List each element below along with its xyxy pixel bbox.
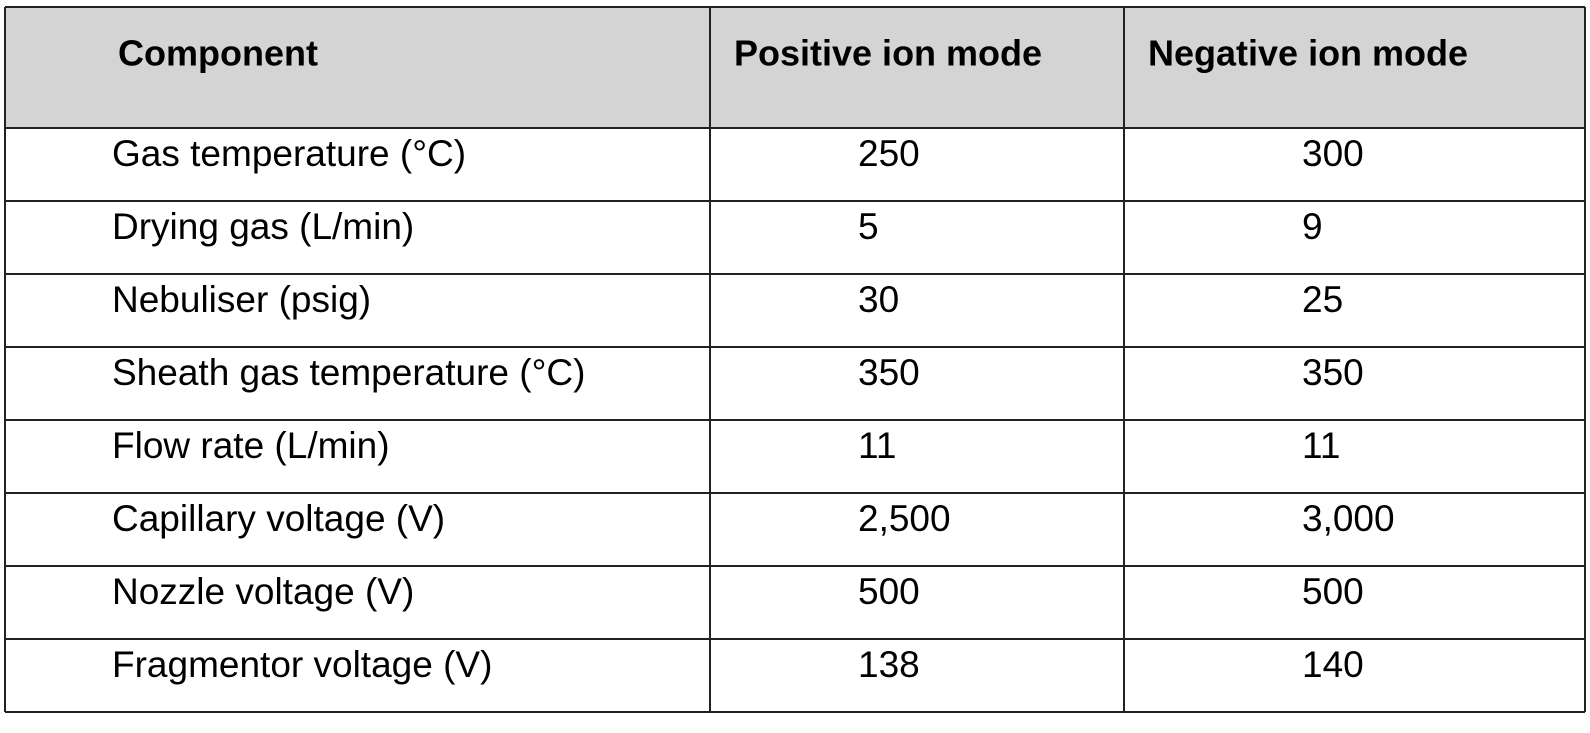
table-cell: 350	[858, 352, 920, 393]
table-cell: Flow rate (L/min)	[112, 425, 390, 466]
table-cell: Nebuliser (psig)	[112, 279, 371, 320]
header-background	[5, 7, 1585, 128]
table-cell: Gas temperature (°C)	[112, 133, 466, 174]
table-cell: 3,000	[1302, 498, 1395, 539]
table-cell: Nozzle voltage (V)	[112, 571, 414, 612]
table-cell: 5	[858, 206, 879, 247]
table-cell: Capillary voltage (V)	[112, 498, 445, 539]
table-cell: 250	[858, 133, 920, 174]
table-cell: 350	[1302, 352, 1364, 393]
table-cell: 30	[858, 279, 899, 320]
table-cell: 500	[858, 571, 920, 612]
table-cell: 11	[1302, 425, 1340, 466]
table-cell: 9	[1302, 206, 1323, 247]
table-cell: 11	[858, 425, 896, 466]
table-cell: 500	[1302, 571, 1364, 612]
table-cell: 25	[1302, 279, 1343, 320]
table-cell: Sheath gas temperature (°C)	[112, 352, 585, 393]
table-cell: 300	[1302, 133, 1364, 174]
header-cell: Negative ion mode	[1148, 33, 1468, 74]
header-cell: Positive ion mode	[734, 33, 1042, 74]
header-cell: Component	[118, 33, 318, 74]
table-cell: Drying gas (L/min)	[112, 206, 414, 247]
table-cell: 138	[858, 644, 920, 685]
table-cell: 2,500	[858, 498, 951, 539]
table-cell: 140	[1302, 644, 1364, 685]
table-cell: Fragmentor voltage (V)	[112, 644, 492, 685]
